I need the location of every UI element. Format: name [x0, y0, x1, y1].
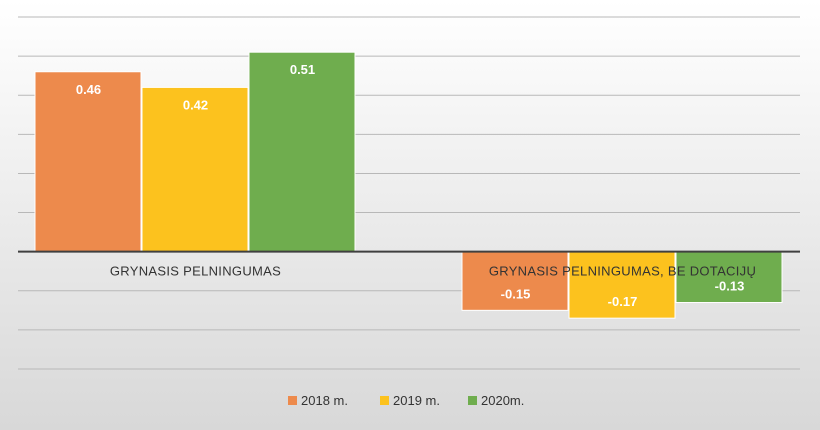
bar-1-1 — [34, 71, 142, 253]
legend-swatch — [468, 396, 477, 405]
bar-2-2 — [568, 251, 676, 319]
category-label: GRYNASIS PELNINGUMAS — [110, 264, 281, 279]
category-label: GRYNASIS PELNINGUMAS, BE DOTACIJŲ — [489, 264, 756, 279]
data-label: 0.42 — [183, 97, 208, 112]
data-label: -0.17 — [608, 294, 638, 309]
legend-label: 2020m. — [481, 393, 524, 408]
legend-swatch — [380, 396, 389, 405]
legend: 2018 m. 2019 m. 2020m. — [288, 393, 524, 408]
bar-3-1 — [248, 51, 356, 253]
legend-label: 2018 m. — [301, 393, 348, 408]
bars: 0.46 0.42 0.51 -0.15 -0.17 -0.13 — [34, 51, 783, 319]
bar-1-2 — [461, 251, 569, 311]
data-label: -0.13 — [715, 279, 745, 294]
data-label: 0.51 — [290, 62, 315, 77]
category-labels: GRYNASIS PELNINGUMAS GRYNASIS PELNINGUMAS… — [110, 264, 756, 279]
bar-2-1 — [141, 86, 249, 253]
legend-label: 2019 m. — [393, 393, 440, 408]
legend-swatch — [288, 396, 297, 405]
data-label: -0.15 — [501, 286, 531, 301]
data-label: 0.46 — [76, 82, 101, 97]
